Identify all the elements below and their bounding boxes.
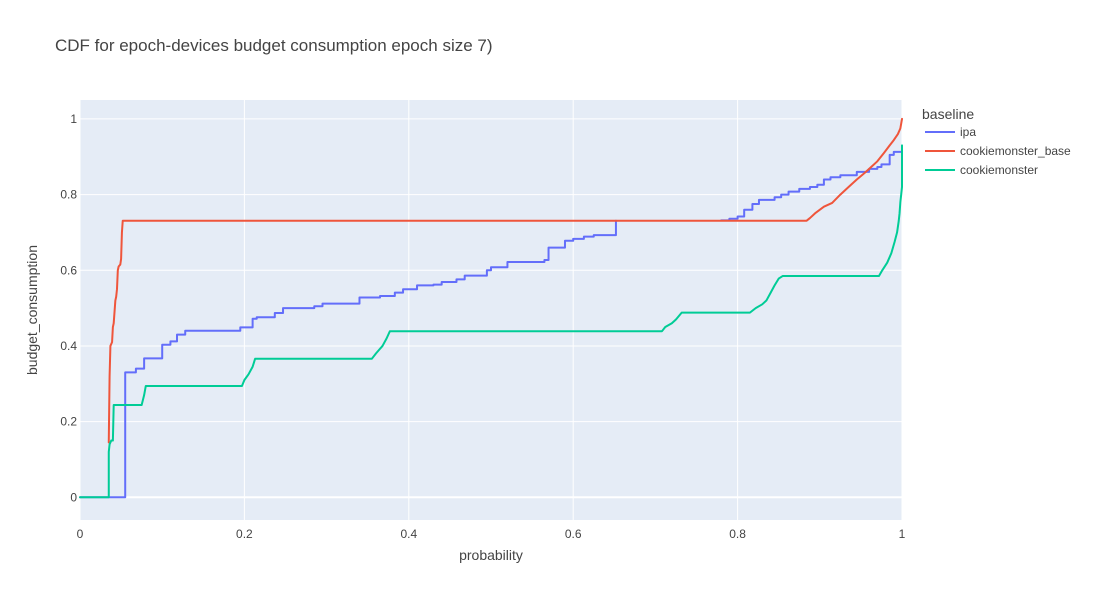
legend-label: ipa bbox=[960, 125, 976, 139]
series-layer bbox=[79, 117, 903, 499]
legend-items: ipa cookiemonster_base cookiemonster bbox=[925, 125, 1071, 177]
legend-item-cookiemonster[interactable]: cookiemonster bbox=[925, 163, 1038, 177]
y-tick-label: 0.2 bbox=[60, 415, 77, 429]
x-tick-label: 0.6 bbox=[565, 527, 582, 541]
legend-item-cookiemonster-base[interactable]: cookiemonster_base bbox=[925, 144, 1071, 158]
x-tick-label: 0.4 bbox=[400, 527, 417, 541]
x-tick-label: 0.8 bbox=[729, 527, 746, 541]
x-tick-label: 0.2 bbox=[236, 527, 253, 541]
y-tick-label: 0.8 bbox=[60, 188, 77, 202]
tick-layer: 0 0.2 0.4 0.6 0.8 1 0 0.2 0.4 0.6 0.8 1 bbox=[60, 112, 905, 541]
legend-title: baseline bbox=[922, 106, 974, 122]
x-axis-title: probability bbox=[459, 547, 523, 563]
legend-label: cookiemonster bbox=[960, 163, 1038, 177]
legend[interactable]: baseline ipa cookiemonster_base cookiemons… bbox=[922, 106, 1071, 177]
x-tick-label: 0 bbox=[77, 527, 84, 541]
x-tick-label: 1 bbox=[899, 527, 906, 541]
legend-label: cookiemonster_base bbox=[960, 144, 1071, 158]
series-line-ipa[interactable] bbox=[720, 150, 903, 222]
y-tick-label: 1 bbox=[70, 112, 77, 126]
legend-item-ipa[interactable]: ipa bbox=[925, 125, 976, 139]
series-line-ipa[interactable] bbox=[79, 219, 617, 499]
y-tick-label: 0.6 bbox=[60, 263, 77, 277]
y-axis-title: budget_consumption bbox=[24, 245, 40, 375]
y-tick-label: 0.4 bbox=[60, 339, 77, 353]
series-line-cookiemonster-base[interactable] bbox=[107, 117, 903, 444]
y-tick-label: 0 bbox=[70, 490, 77, 504]
chart-title: CDF for epoch-devices budget consumption… bbox=[55, 36, 493, 55]
plot-background[interactable] bbox=[80, 100, 902, 520]
series-line-cookiemonster[interactable] bbox=[79, 144, 903, 499]
